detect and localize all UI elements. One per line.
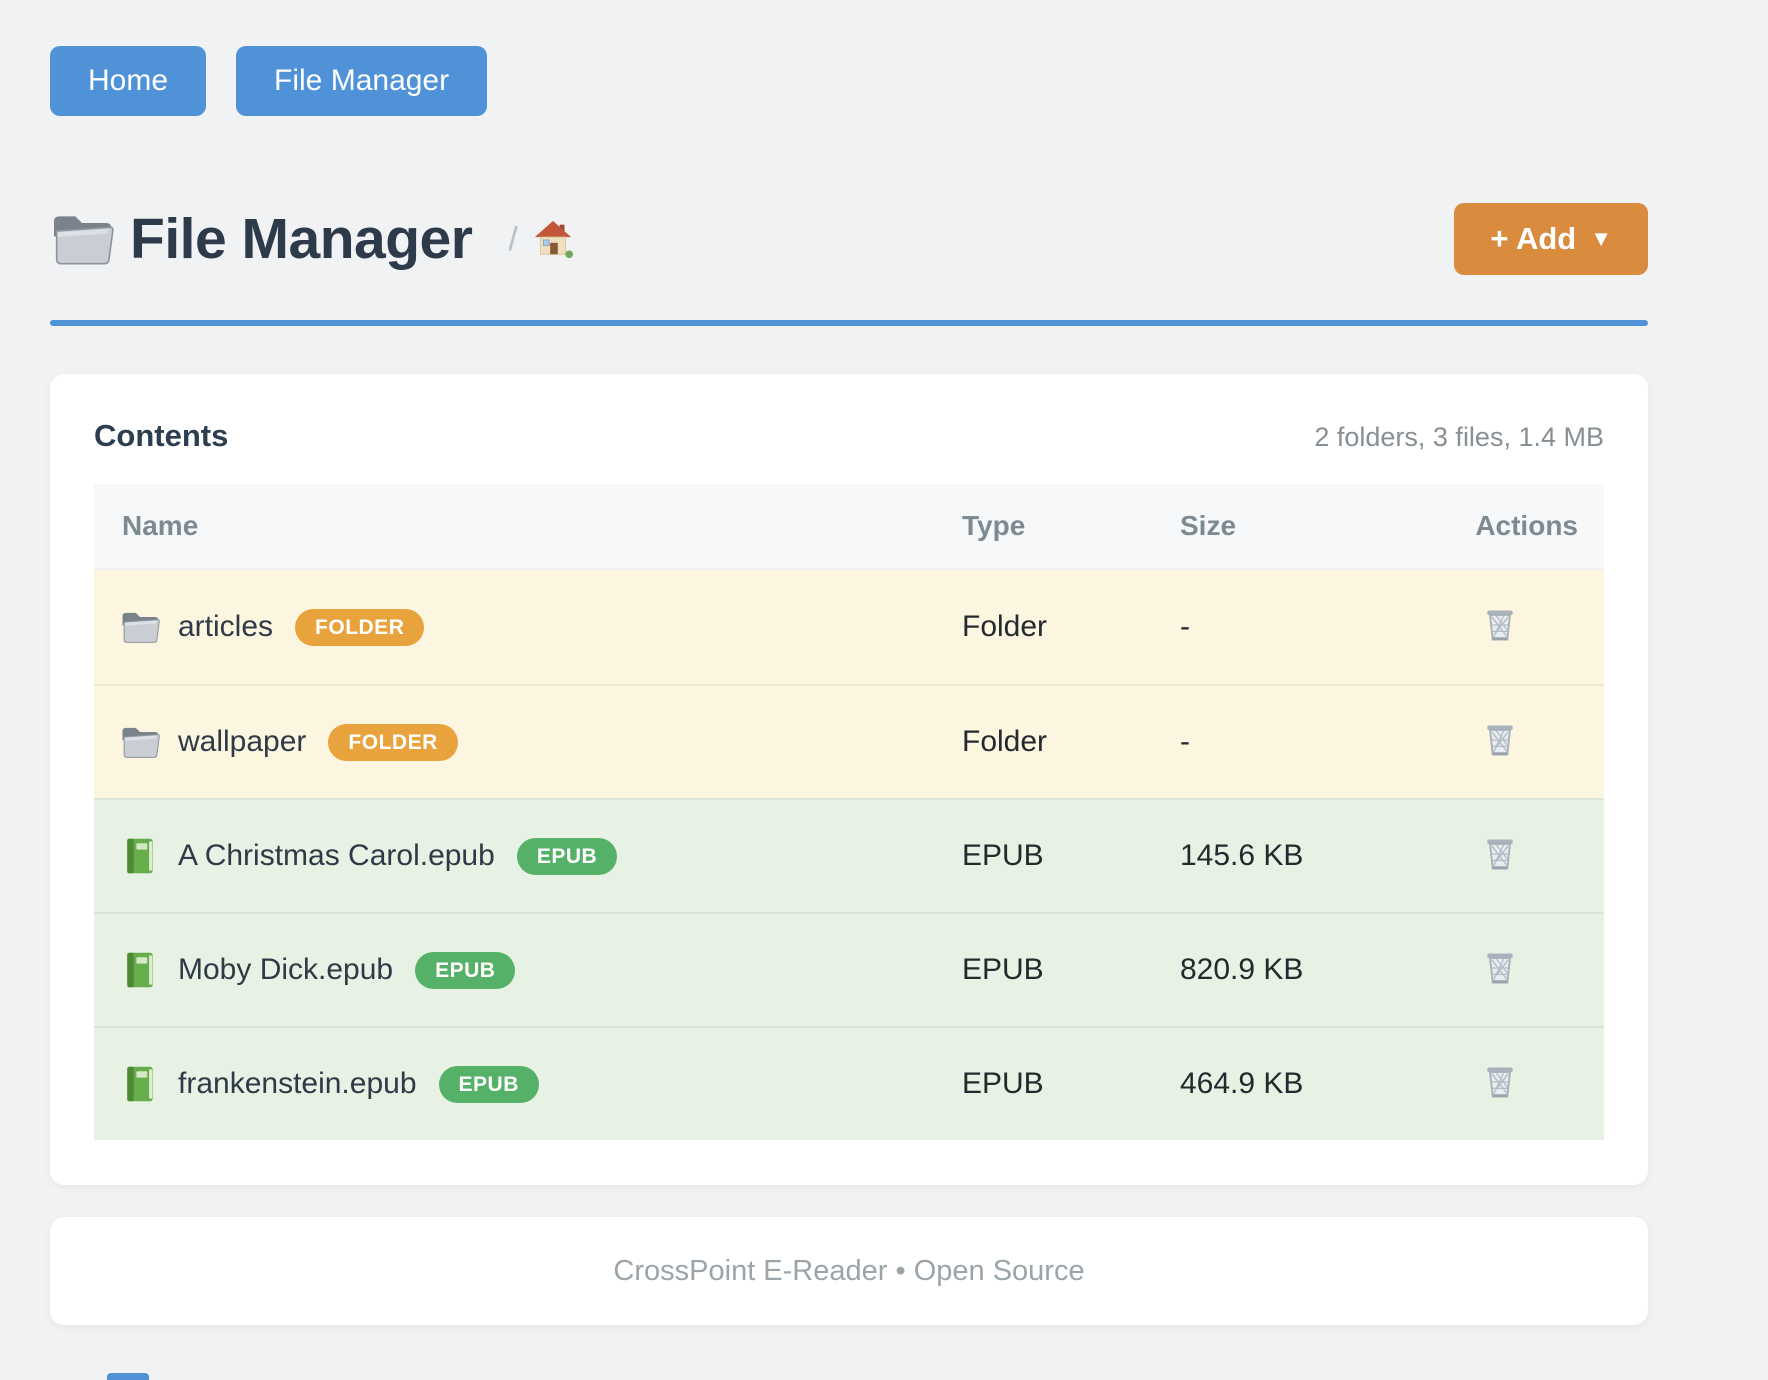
file-type: EPUB (962, 1026, 1180, 1140)
file-name[interactable]: wallpaper (178, 725, 307, 758)
trash-icon (1480, 1062, 1520, 1102)
contents-title: Contents (94, 418, 229, 453)
table-header-row: Name Type Size Actions (94, 484, 1604, 570)
column-header-type: Type (962, 484, 1180, 570)
top-nav: Home File Manager (50, 0, 1648, 116)
table-row[interactable]: frankenstein.epub EPUB EPUB 464.9 KB (94, 1026, 1604, 1140)
file-type-badge: FOLDER (295, 608, 425, 646)
file-manager-page: Home File Manager File Manager / (50, 0, 1648, 1325)
file-name[interactable]: frankenstein.epub (178, 1067, 417, 1100)
book-icon (120, 836, 160, 876)
house-icon[interactable] (532, 218, 574, 260)
file-table-body: articles FOLDER Folder - wallpaper FOLD (94, 570, 1604, 1140)
folder-icon (120, 722, 160, 762)
add-button-label: + Add (1490, 221, 1577, 256)
trash-icon (1480, 834, 1520, 874)
column-header-actions: Actions (1396, 484, 1604, 570)
book-icon (120, 950, 160, 990)
file-type: Folder (962, 684, 1180, 798)
nav-file-manager-button[interactable]: File Manager (236, 46, 488, 116)
contents-card: Contents 2 folders, 3 files, 1.4 MB Name… (50, 374, 1648, 1185)
delete-button[interactable] (1476, 1058, 1524, 1106)
table-row[interactable]: wallpaper FOLDER Folder - (94, 684, 1604, 798)
file-type-badge: EPUB (516, 837, 618, 875)
column-header-name: Name (94, 484, 962, 570)
delete-button[interactable] (1476, 944, 1524, 992)
page-header: File Manager / + Add ▼ (50, 198, 1648, 280)
delete-button[interactable] (1476, 830, 1524, 878)
footer-text: CrossPoint E-Reader • Open Source (613, 1254, 1085, 1287)
file-type: EPUB (962, 912, 1180, 1026)
title-wrap: File Manager / (50, 206, 574, 272)
file-name[interactable]: Moby Dick.epub (178, 953, 394, 986)
caret-down-icon: ▼ (1590, 226, 1612, 251)
partial-bottom-button[interactable] (107, 1373, 149, 1380)
file-type-badge: FOLDER (328, 723, 458, 761)
trash-icon (1480, 605, 1520, 645)
file-name[interactable]: articles (178, 610, 274, 643)
folder-icon (120, 607, 160, 647)
table-row[interactable]: articles FOLDER Folder - (94, 570, 1604, 684)
file-size: 820.9 KB (1180, 912, 1396, 1026)
file-name[interactable]: A Christmas Carol.epub (178, 839, 495, 872)
file-type-badge: EPUB (415, 951, 516, 989)
file-type: EPUB (962, 798, 1180, 912)
trash-icon (1480, 948, 1520, 988)
book-icon (120, 1064, 160, 1104)
footer: CrossPoint E-Reader • Open Source (50, 1217, 1648, 1325)
table-row[interactable]: Moby Dick.epub EPUB EPUB 820.9 KB (94, 912, 1604, 1026)
file-size: - (1180, 684, 1396, 798)
contents-card-header: Contents 2 folders, 3 files, 1.4 MB (94, 418, 1604, 454)
file-table: Name Type Size Actions articles FOLDER F… (94, 484, 1604, 1140)
contents-summary: 2 folders, 3 files, 1.4 MB (1314, 422, 1604, 452)
delete-button[interactable] (1476, 716, 1524, 764)
delete-button[interactable] (1476, 601, 1524, 649)
trash-icon (1480, 720, 1520, 760)
add-button[interactable]: + Add ▼ (1454, 203, 1648, 275)
column-header-size: Size (1180, 484, 1396, 570)
file-type-badge: EPUB (438, 1065, 539, 1103)
page-title: File Manager (130, 207, 473, 271)
file-size: 464.9 KB (1180, 1026, 1396, 1140)
breadcrumb-separator: / (508, 220, 518, 257)
table-row[interactable]: A Christmas Carol.epub EPUB EPUB 145.6 K… (94, 798, 1604, 912)
file-size: 145.6 KB (1180, 798, 1396, 912)
nav-home-button[interactable]: Home (50, 46, 207, 116)
header-divider (50, 320, 1648, 326)
folder-icon (50, 209, 114, 269)
file-size: - (1180, 570, 1396, 684)
file-type: Folder (962, 570, 1180, 684)
